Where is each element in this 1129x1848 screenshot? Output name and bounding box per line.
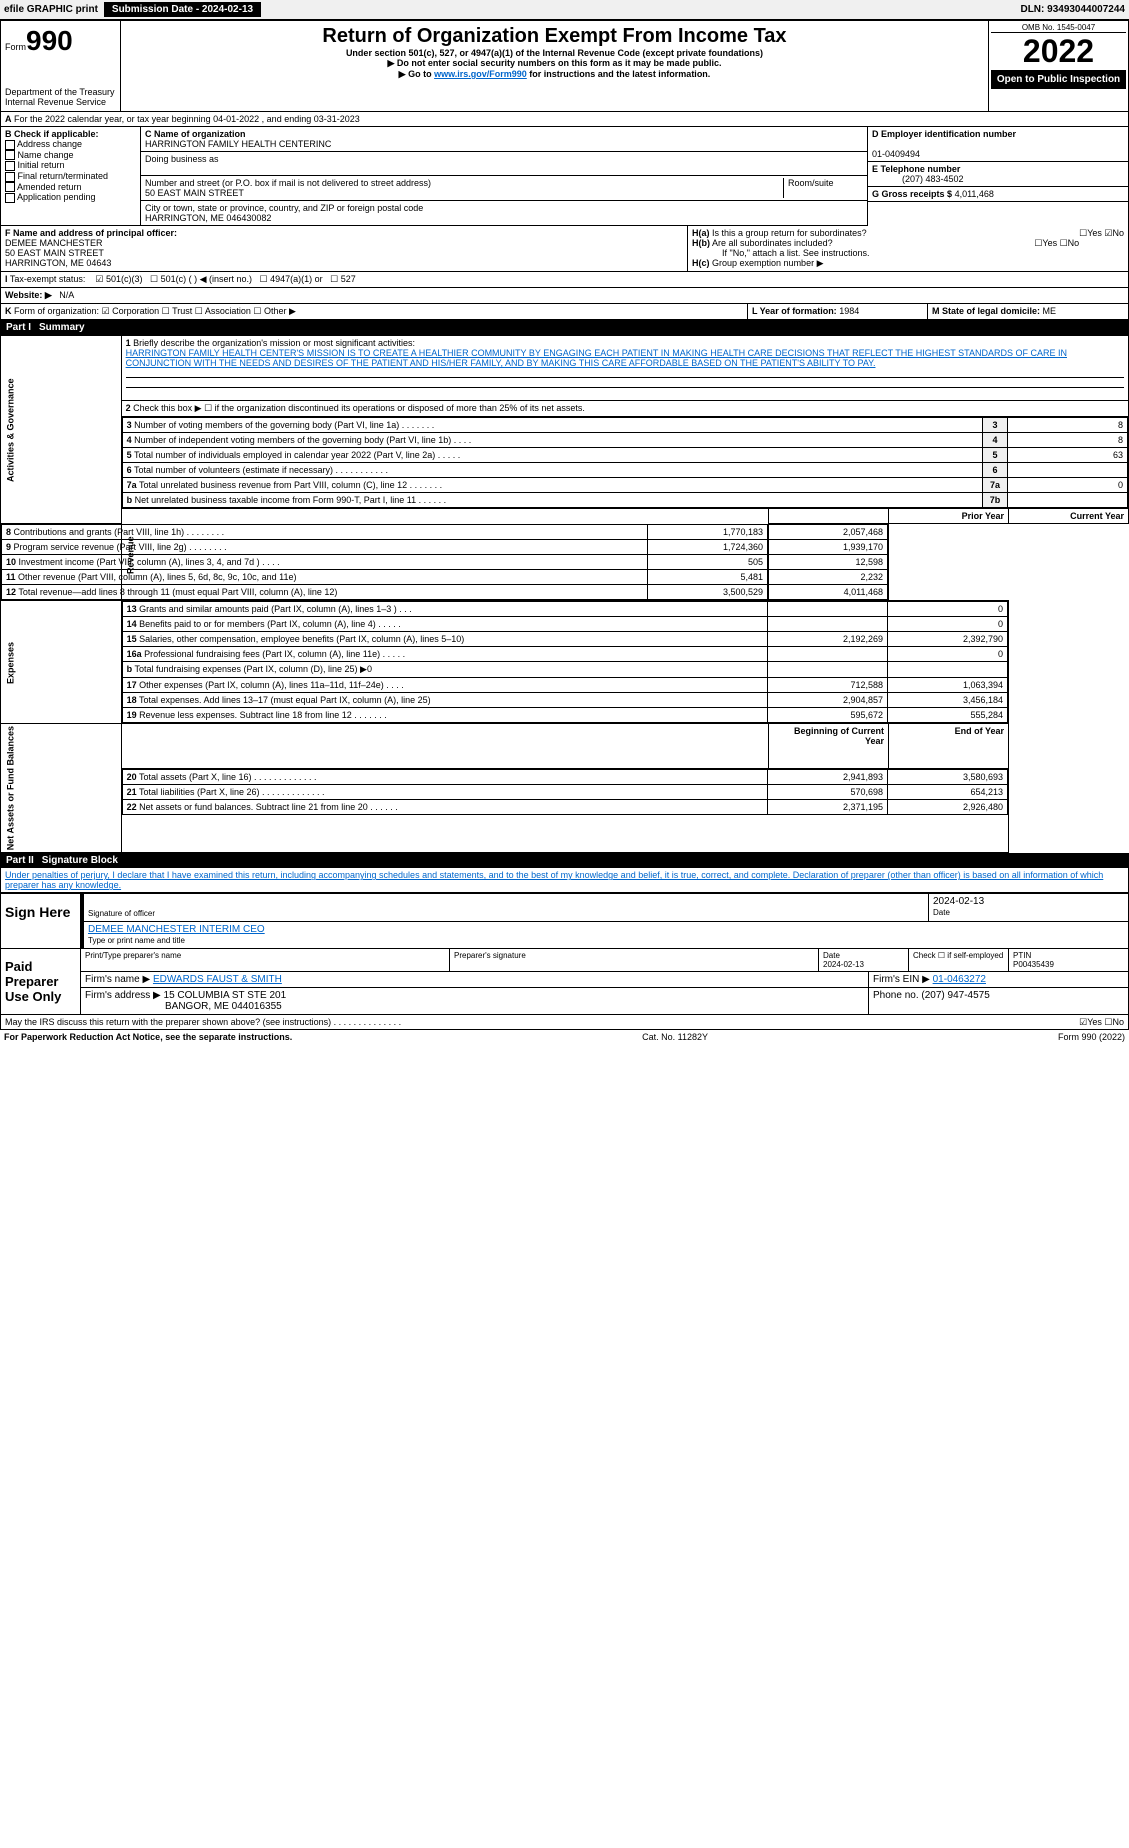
prior-header: Prior Year bbox=[889, 509, 1009, 524]
ha: Is this a group return for subordinates? bbox=[712, 228, 867, 238]
checkbox[interactable] bbox=[5, 161, 15, 171]
date-label: Date bbox=[933, 908, 950, 917]
checkbox[interactable] bbox=[5, 193, 15, 203]
efile-label: efile GRAPHIC print bbox=[4, 4, 98, 15]
k-label: Form of organization: bbox=[14, 306, 99, 316]
sign-date: 2024-02-13 bbox=[933, 896, 984, 907]
footer-form: Form 990 (2022) bbox=[1058, 1032, 1125, 1042]
form-prefix: Form bbox=[5, 42, 26, 52]
period-row: A For the 2022 calendar year, or tax yea… bbox=[0, 112, 1129, 127]
firm-ein[interactable]: 01-0463272 bbox=[933, 974, 986, 985]
side-net: Net Assets or Fund Balances bbox=[1, 724, 122, 853]
l2: Check this box ▶ ☐ if the organization d… bbox=[133, 403, 585, 413]
l-label: L Year of formation: bbox=[752, 306, 837, 316]
form-title: Return of Organization Exempt From Incom… bbox=[125, 25, 984, 48]
declaration[interactable]: Under penalties of perjury, I declare th… bbox=[5, 870, 1103, 890]
submission-button[interactable]: Submission Date - 2024-02-13 bbox=[104, 2, 261, 17]
c-label: C Name of organization bbox=[145, 129, 246, 139]
sign-here-block: Sign Here Signature of officer 2024-02-1… bbox=[0, 893, 1129, 949]
subtitle-1: Under section 501(c), 527, or 4947(a)(1)… bbox=[125, 48, 984, 58]
current-header: Current Year bbox=[1009, 509, 1129, 524]
begin-header: Beginning of Current Year bbox=[769, 724, 889, 769]
sign-here: Sign Here bbox=[1, 894, 81, 948]
paid-label: Paid Preparer Use Only bbox=[1, 949, 81, 1014]
firm-addr1: 15 COLUMBIA ST STE 201 bbox=[164, 990, 287, 1001]
j-label: Website: ▶ bbox=[5, 290, 52, 300]
period: For the 2022 calendar year, or tax year … bbox=[14, 114, 360, 124]
form-header: Form990 Department of the Treasury Inter… bbox=[0, 20, 1129, 112]
dept: Department of the Treasury bbox=[5, 87, 116, 97]
gross: 4,011,468 bbox=[955, 189, 994, 199]
checkbox[interactable] bbox=[5, 140, 15, 150]
hb: Are all subordinates included? bbox=[712, 238, 833, 248]
officer-city: HARRINGTON, ME 04643 bbox=[5, 258, 111, 268]
officer-name: DEMEE MANCHESTER bbox=[5, 238, 103, 248]
omb: OMB No. 1545-0047 bbox=[991, 23, 1126, 33]
d-label: D Employer identification number bbox=[872, 129, 1016, 139]
firm-phone: (207) 947-4575 bbox=[921, 990, 989, 1001]
g-label: G Gross receipts $ bbox=[872, 189, 952, 199]
paid-preparer-block: Paid Preparer Use Only Print/Type prepar… bbox=[0, 949, 1129, 1015]
name-label: Type or print name and title bbox=[88, 936, 185, 945]
form990-link[interactable]: www.irs.gov/Form990 bbox=[434, 69, 527, 79]
side-activities: Activities & Governance bbox=[1, 336, 122, 524]
topbar: efile GRAPHIC print Submission Date - 20… bbox=[0, 0, 1129, 20]
m-val: ME bbox=[1043, 306, 1057, 316]
part2-header: Part II Signature Block bbox=[0, 853, 1129, 868]
hb2: If "No," attach a list. See instructions… bbox=[692, 248, 1124, 258]
side-expenses: Expenses bbox=[1, 601, 122, 724]
signer-name[interactable]: DEMEE MANCHESTER INTERIM CEO bbox=[88, 924, 265, 935]
sub3-post: for instructions and the latest informat… bbox=[527, 69, 711, 79]
subtitle-2: ▶ Do not enter social security numbers o… bbox=[125, 58, 984, 69]
street-label: Number and street (or P.O. box if mail i… bbox=[145, 178, 431, 188]
mission[interactable]: HARRINGTON FAMILY HEALTH CENTER'S MISSIO… bbox=[126, 348, 1067, 368]
org-name: HARRINGTON FAMILY HEALTH CENTERINC bbox=[145, 139, 331, 149]
sub3-pre: ▶ Go to bbox=[399, 69, 434, 79]
street: 50 EAST MAIN STREET bbox=[145, 188, 244, 198]
m-label: M State of legal domicile: bbox=[932, 306, 1040, 316]
cat: Cat. No. 11282Y bbox=[642, 1032, 708, 1042]
part1-header: Part I Summary bbox=[0, 320, 1129, 335]
checkbox[interactable] bbox=[5, 172, 15, 182]
b-label: B Check if applicable: bbox=[5, 129, 136, 139]
firm-addr2: BANGOR, ME 044016355 bbox=[85, 1001, 282, 1012]
tax-year: 2022 bbox=[991, 33, 1126, 70]
officer-street: 50 EAST MAIN STREET bbox=[5, 248, 104, 258]
city-label: City or town, state or province, country… bbox=[145, 203, 423, 213]
l1: Briefly describe the organization's miss… bbox=[133, 338, 415, 348]
side-revenue: Revenue bbox=[121, 509, 768, 601]
phone: (207) 483-4502 bbox=[872, 174, 964, 184]
room-label: Room/suite bbox=[783, 178, 863, 198]
i-label: Tax-exempt status: bbox=[10, 274, 86, 284]
city: HARRINGTON, ME 046430082 bbox=[145, 213, 271, 223]
sig-officer-label: Signature of officer bbox=[88, 909, 155, 918]
checkbox[interactable] bbox=[5, 150, 15, 160]
hc: Group exemption number ▶ bbox=[712, 258, 823, 268]
open-public: Open to Public Inspection bbox=[991, 70, 1126, 89]
form-number: 990 bbox=[26, 25, 73, 56]
dba-label: Doing business as bbox=[145, 154, 219, 164]
end-header: End of Year bbox=[889, 724, 1009, 769]
l-val: 1984 bbox=[839, 306, 859, 316]
summary-table: Activities & Governance 1 Briefly descri… bbox=[0, 335, 1129, 853]
discuss: May the IRS discuss this return with the… bbox=[5, 1017, 401, 1027]
irs: Internal Revenue Service bbox=[5, 97, 116, 107]
f-label: F Name and address of principal officer: bbox=[5, 228, 177, 238]
checkbox[interactable] bbox=[5, 182, 15, 192]
e-label: E Telephone number bbox=[872, 164, 960, 174]
dln: DLN: 93493044007244 bbox=[1020, 4, 1125, 15]
ein: 01-0409494 bbox=[872, 149, 920, 159]
website: N/A bbox=[59, 290, 74, 300]
pra: For Paperwork Reduction Act Notice, see … bbox=[4, 1032, 292, 1042]
firm-name[interactable]: EDWARDS FAUST & SMITH bbox=[153, 974, 282, 985]
footer: For Paperwork Reduction Act Notice, see … bbox=[0, 1030, 1129, 1044]
